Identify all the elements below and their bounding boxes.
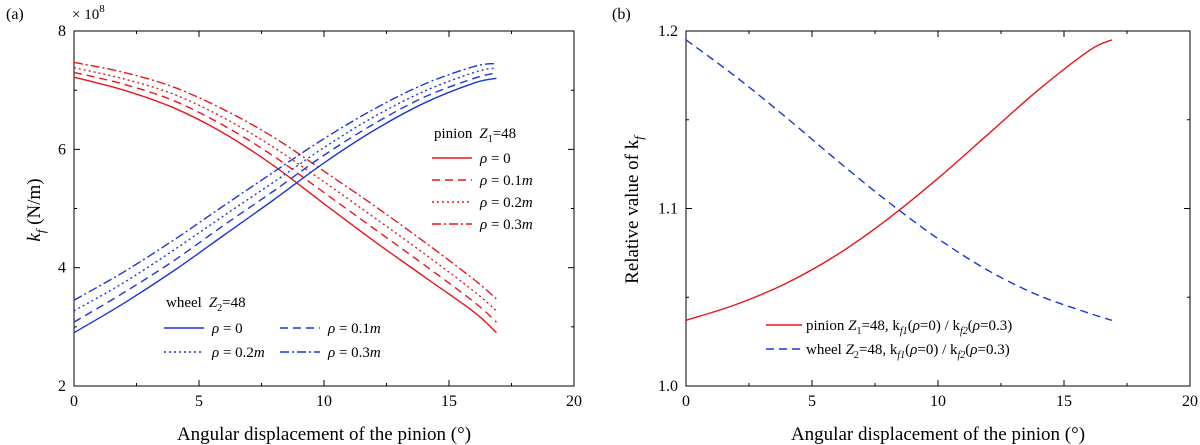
panel-a-ticks: 0 5 10 15 20 2 4 6 8 <box>58 23 582 410</box>
y-tick-label: 8 <box>58 23 66 40</box>
legend-label-pinion-0: ρ = 0 <box>479 151 511 167</box>
series-line-wheel-5 <box>73 72 497 323</box>
legend-label-wheel-0: ρ = 0 <box>211 321 243 337</box>
panel-b-ylabel-main: Relative value of k <box>622 139 643 284</box>
x-tick-label: 5 <box>808 393 816 410</box>
series-line-b-1 <box>685 39 1113 321</box>
y-tick-label: 2 <box>58 378 66 395</box>
y-tick-label: 1.2 <box>658 23 678 40</box>
wheel-legend-z-val: =48 <box>222 295 245 311</box>
panel-a-ylabel: kf (N/m) <box>24 178 48 241</box>
legend-label-pinion-2: ρ = 0.2m <box>479 195 533 211</box>
y-tick-label: 6 <box>58 141 66 158</box>
pinion-legend: pinion Z1=48 ρ = 0 ρ = 0.1m ρ = 0.2m ρ = 0.3… <box>432 126 533 233</box>
legend-label-wheel-1: ρ = 0.1m <box>327 321 381 337</box>
x-tick-label: 20 <box>1182 393 1198 410</box>
panel-b-ticks: 0 5 10 15 20 1.0 1.1 1.2 <box>658 23 1198 410</box>
pinion-legend-title: pinion Z1=48 <box>434 126 516 145</box>
wheel-legend-title: wheel Z2=48 <box>166 295 246 314</box>
legend-b-label-1: wheel Z2=48, kf1(ρ=0) / kf2(ρ=0.3) <box>806 342 1010 361</box>
panel-a-scale-exp: 8 <box>99 3 105 15</box>
legend-label-wheel-2: ρ = 0.2m <box>211 345 265 361</box>
series-line-pinion-1 <box>73 71 497 323</box>
y-tick-label: 1.0 <box>658 378 678 395</box>
panel-b-legend: pinion Z1=48, kf1(ρ=0) / kf2(ρ=0.3) wheel… <box>766 318 1012 361</box>
series-line-wheel-6 <box>73 66 497 312</box>
series-line-pinion-2 <box>73 66 497 312</box>
series-line-b-0 <box>685 39 1113 321</box>
x-tick-label: 10 <box>930 393 946 410</box>
panel-a-ylabel-unit: (N/m) <box>24 178 45 229</box>
legend-label-pinion-3: ρ = 0.3m <box>479 217 533 233</box>
series-line-wheel-4 <box>73 77 497 334</box>
panel-b-ylabel-sub: f <box>631 134 646 140</box>
legend-b-label-0: pinion Z1=48, kf1(ρ=0) / kf2(ρ=0.3) <box>806 318 1012 337</box>
panel-a-scale-note: × 108 <box>72 3 105 23</box>
panel-b-xlabel: Angular displacement of the pinion (°) <box>791 424 1085 445</box>
panel-a-xlabel: Angular displacement of the pinion (°) <box>177 424 471 445</box>
wheel-legend-z: Z <box>209 295 218 311</box>
pinion-legend-title-text: pinion <box>434 126 473 142</box>
pinion-legend-z: Z <box>479 126 488 142</box>
x-tick-label: 15 <box>1056 393 1072 410</box>
legend-label-wheel-3: ρ = 0.3m <box>327 345 381 361</box>
legend-label-pinion-1: ρ = 0.1m <box>479 173 533 189</box>
x-tick-label: 0 <box>682 393 690 410</box>
wheel-legend-title-text: wheel <box>166 295 202 311</box>
y-tick-label: 1.1 <box>658 201 678 218</box>
wheel-legend-z-sub: 2 <box>217 303 222 314</box>
pinion-legend-z-val: =48 <box>493 126 516 142</box>
panel-b-lines <box>685 39 1113 321</box>
pinion-legend-z-sub: 1 <box>488 134 493 145</box>
panel-b-ylabel: Relative value of kf <box>622 134 646 284</box>
series-line-wheel-7 <box>73 62 497 301</box>
panel-b: (b) 0 5 10 15 20 1.0 1.1 1.2 Angular displaceme… <box>612 6 1198 445</box>
panel-a-ylabel-k: k <box>24 233 45 242</box>
panel-a-scale-prefix: × 10 <box>72 7 99 23</box>
panel-b-label: (b) <box>612 6 631 23</box>
wheel-legend: wheel Z2=48 ρ = 0 ρ = 0.1m ρ = 0.2m ρ = 0.3m <box>164 295 381 361</box>
panel-a-ylabel-sub: f <box>33 227 48 233</box>
x-tick-label: 20 <box>566 393 582 410</box>
x-tick-label: 5 <box>195 393 203 410</box>
x-tick-label: 0 <box>70 393 78 410</box>
series-line-pinion-3 <box>73 61 497 300</box>
x-tick-label: 10 <box>316 393 332 410</box>
x-tick-label: 15 <box>441 393 457 410</box>
series-line-pinion-0 <box>73 76 497 334</box>
y-tick-label: 4 <box>58 260 66 277</box>
panel-a-lines <box>73 61 497 334</box>
panel-a-label: (a) <box>6 6 24 23</box>
